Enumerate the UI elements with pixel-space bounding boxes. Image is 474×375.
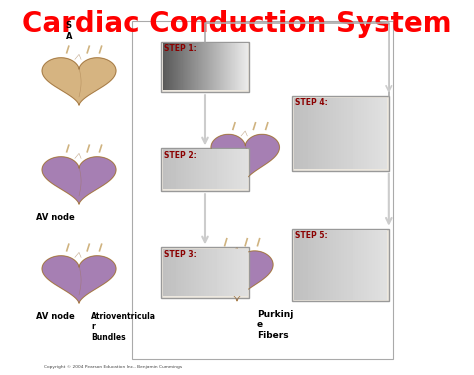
- Polygon shape: [201, 251, 273, 301]
- Text: Purkinj
e
Fibers: Purkinj e Fibers: [257, 310, 293, 340]
- Polygon shape: [211, 134, 279, 182]
- Polygon shape: [42, 157, 116, 204]
- Bar: [292, 96, 389, 171]
- Polygon shape: [211, 134, 279, 182]
- Text: S
A: S A: [65, 21, 72, 41]
- Text: Atrioventricula
r
Bundles: Atrioventricula r Bundles: [91, 312, 156, 342]
- Text: STEP 4:: STEP 4:: [295, 98, 328, 107]
- Text: Copyright © 2004 Pearson Education Inc., Benjamin Cummings: Copyright © 2004 Pearson Education Inc.,…: [44, 365, 182, 369]
- Bar: [292, 229, 389, 302]
- Text: STEP 3:: STEP 3:: [164, 249, 196, 258]
- Polygon shape: [42, 256, 116, 303]
- Text: AV node: AV node: [36, 312, 75, 321]
- Text: STEP 1:: STEP 1:: [164, 44, 196, 53]
- Polygon shape: [42, 157, 116, 204]
- Polygon shape: [201, 251, 273, 301]
- Bar: [132, 21, 393, 359]
- Bar: [161, 247, 249, 298]
- Text: Cardiac Conduction System: Cardiac Conduction System: [22, 10, 452, 38]
- Bar: [161, 42, 249, 92]
- Polygon shape: [42, 58, 116, 105]
- Text: STEP 5:: STEP 5:: [295, 231, 328, 240]
- Text: STEP 2:: STEP 2:: [164, 150, 196, 159]
- Text: AV node: AV node: [36, 213, 75, 222]
- Polygon shape: [42, 256, 116, 303]
- Bar: [161, 148, 249, 191]
